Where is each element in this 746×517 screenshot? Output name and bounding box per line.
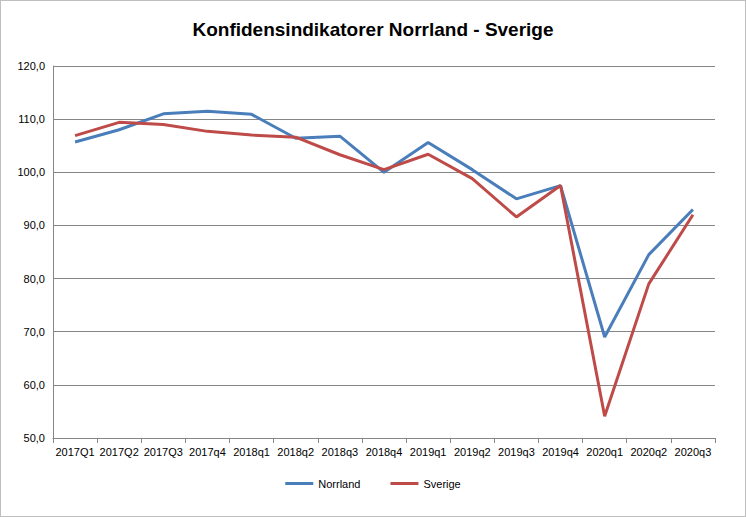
svg-text:Sverige: Sverige	[423, 478, 460, 490]
svg-text:2018q3: 2018q3	[322, 446, 359, 458]
svg-text:2018q2: 2018q2	[277, 446, 314, 458]
svg-text:2017Q1: 2017Q1	[55, 446, 94, 458]
svg-text:80,0: 80,0	[24, 273, 45, 285]
svg-text:2019q3: 2019q3	[498, 446, 535, 458]
svg-text:2018q4: 2018q4	[366, 446, 403, 458]
svg-text:110,0: 110,0	[18, 113, 45, 125]
svg-text:2019q2: 2019q2	[454, 446, 491, 458]
svg-text:90,0: 90,0	[24, 219, 45, 231]
svg-text:120,0: 120,0	[17, 60, 45, 72]
svg-text:2017Q2: 2017Q2	[100, 446, 139, 458]
svg-text:60,0: 60,0	[24, 379, 45, 391]
svg-text:2017Q3: 2017Q3	[144, 446, 183, 458]
svg-text:2018q1: 2018q1	[233, 446, 270, 458]
svg-text:50,0: 50,0	[24, 432, 45, 444]
svg-text:Konfidensindikatorer Norrland: Konfidensindikatorer Norrland - Sverige	[192, 19, 553, 40]
svg-text:2017q4: 2017q4	[189, 446, 226, 458]
svg-text:2020q1: 2020q1	[586, 446, 623, 458]
svg-text:2019q1: 2019q1	[410, 446, 447, 458]
svg-text:Norrland: Norrland	[318, 478, 360, 490]
svg-text:2020q3: 2020q3	[675, 446, 712, 458]
svg-text:70,0: 70,0	[24, 326, 45, 338]
svg-text:100,0: 100,0	[17, 166, 45, 178]
svg-text:2019q4: 2019q4	[542, 446, 579, 458]
svg-text:2020q2: 2020q2	[630, 446, 667, 458]
